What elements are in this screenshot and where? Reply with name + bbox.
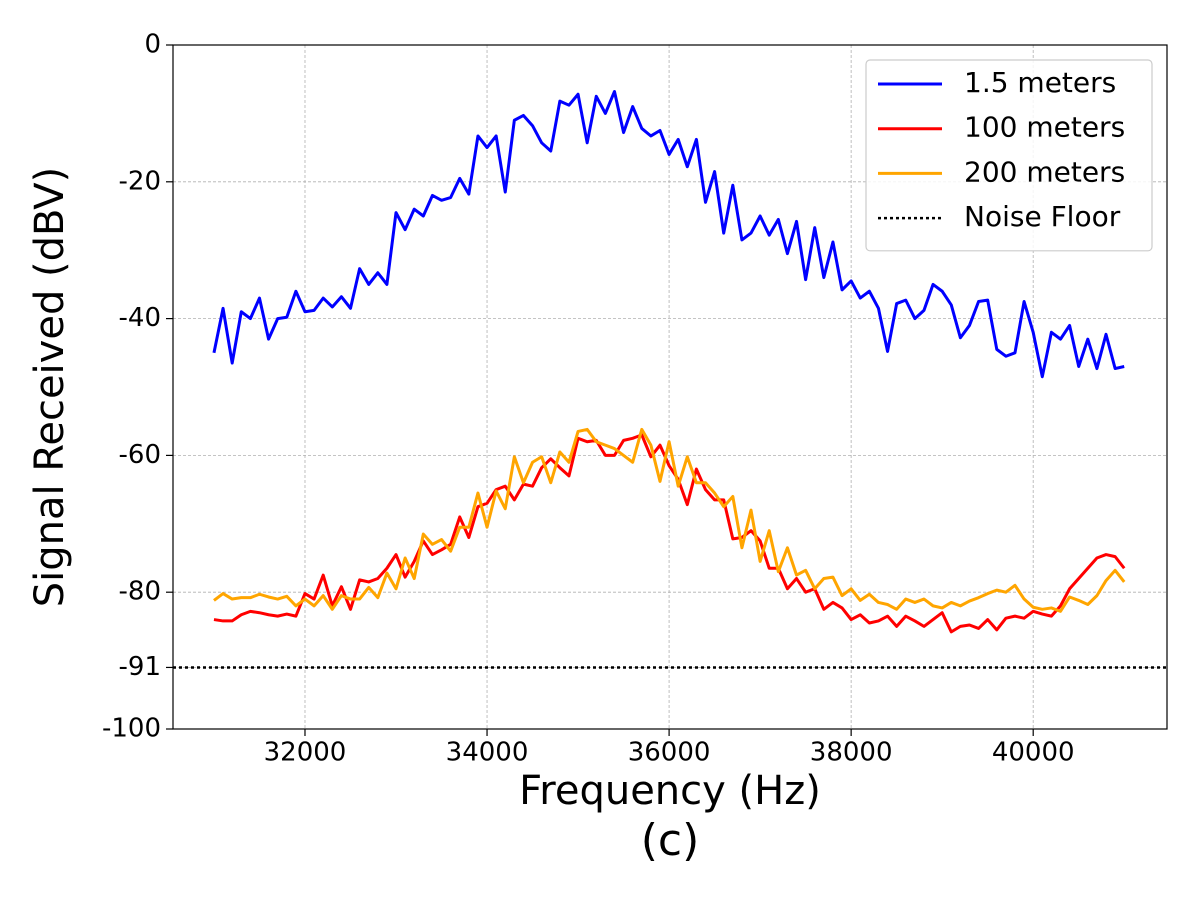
legend-label: Noise Floor	[964, 200, 1121, 233]
plot-frame	[172, 44, 1168, 730]
y-tick-label: -40	[119, 303, 161, 333]
x-axis-label: Frequency (Hz)	[519, 768, 821, 814]
legend-label: 200 meters	[964, 155, 1125, 188]
x-tick-label: 38000	[810, 738, 893, 768]
y-tick-label: -60	[119, 440, 161, 470]
y-axis-label: Signal Received (dBV)	[27, 167, 73, 607]
y-tick-label: -91	[119, 652, 161, 682]
y-tick-label: 0	[144, 30, 161, 60]
legend-box	[865, 59, 1153, 252]
legend: 1.5 meters 100 meters 200 meters Noise Floo…	[865, 59, 1153, 252]
x-tick-label: 34000	[446, 738, 529, 768]
caption: (c)	[641, 815, 700, 866]
legend-label: 1.5 meters	[964, 66, 1116, 99]
x-tick-label: 40000	[992, 738, 1075, 768]
data-line	[212, 90, 1125, 379]
x-tick-label: 32000	[264, 738, 347, 768]
data-line	[213, 427, 1126, 613]
data-line	[213, 433, 1126, 634]
legend-label: 100 meters	[964, 111, 1125, 144]
y-tick-label: -80	[119, 577, 161, 607]
y-tick-label: -20	[119, 166, 161, 196]
y-tick-label: -100	[102, 714, 161, 744]
x-tick-label: 36000	[628, 738, 711, 768]
